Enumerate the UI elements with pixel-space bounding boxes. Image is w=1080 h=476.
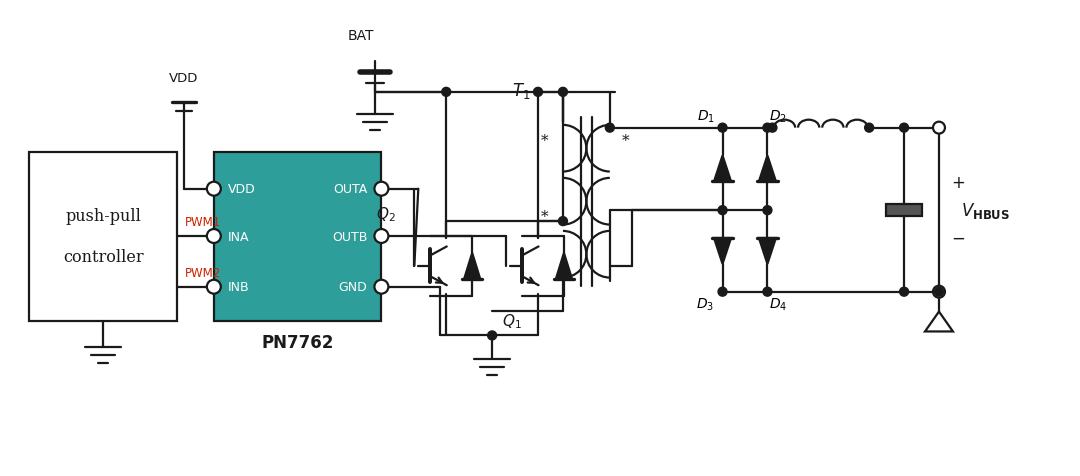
Text: *: * [541, 210, 549, 224]
Circle shape [934, 288, 944, 297]
Circle shape [762, 288, 772, 297]
Circle shape [762, 206, 772, 215]
Text: $D_4$: $D_4$ [769, 296, 787, 312]
Circle shape [534, 88, 542, 97]
Circle shape [762, 124, 772, 133]
Bar [886, 205, 922, 217]
Polygon shape [714, 156, 731, 182]
Circle shape [865, 124, 874, 133]
Circle shape [718, 206, 727, 215]
Text: $D_1$: $D_1$ [697, 108, 715, 124]
Circle shape [207, 182, 220, 196]
Circle shape [718, 124, 727, 133]
Text: PWM2: PWM2 [185, 266, 221, 279]
Circle shape [442, 88, 450, 97]
Polygon shape [556, 253, 572, 279]
Circle shape [933, 122, 945, 134]
Text: −: − [951, 229, 964, 248]
Polygon shape [924, 312, 953, 332]
Circle shape [488, 331, 497, 340]
Text: INA: INA [228, 230, 249, 243]
Circle shape [375, 280, 389, 294]
Text: $D_2$: $D_2$ [769, 108, 787, 124]
Circle shape [558, 88, 567, 97]
Text: *: * [622, 133, 630, 147]
Circle shape [207, 280, 220, 294]
Polygon shape [714, 238, 731, 264]
Text: controller: controller [63, 248, 144, 265]
Text: *: * [541, 133, 549, 147]
Polygon shape [759, 156, 775, 182]
Circle shape [933, 286, 945, 298]
Text: $T_1$: $T_1$ [512, 80, 530, 100]
Text: OUTB: OUTB [332, 230, 367, 243]
Text: $D_3$: $D_3$ [697, 296, 715, 312]
Text: GND: GND [339, 281, 367, 294]
Text: push-pull: push-pull [65, 208, 141, 225]
Text: VDD: VDD [228, 183, 256, 196]
Circle shape [768, 124, 777, 133]
Text: $Q_1$: $Q_1$ [502, 311, 522, 330]
Circle shape [375, 182, 389, 196]
Text: INB: INB [228, 281, 249, 294]
Text: $Q_2$: $Q_2$ [376, 205, 395, 224]
Text: $V_\mathbf{HBUS}$: $V_\mathbf{HBUS}$ [961, 201, 1010, 221]
Text: VDD: VDD [170, 72, 199, 85]
Text: PWM1: PWM1 [185, 216, 221, 228]
Text: PN7762: PN7762 [261, 334, 334, 352]
Text: BAT: BAT [348, 29, 374, 43]
Bar [214, 152, 381, 321]
Circle shape [558, 217, 567, 226]
Text: OUTA: OUTA [334, 183, 367, 196]
Polygon shape [759, 238, 775, 264]
Circle shape [605, 124, 615, 133]
Circle shape [718, 288, 727, 297]
Text: +: + [951, 174, 964, 192]
Circle shape [900, 288, 908, 297]
Bar [29, 152, 177, 321]
Polygon shape [464, 253, 481, 279]
Circle shape [900, 124, 908, 133]
Circle shape [375, 229, 389, 243]
Circle shape [207, 229, 220, 243]
